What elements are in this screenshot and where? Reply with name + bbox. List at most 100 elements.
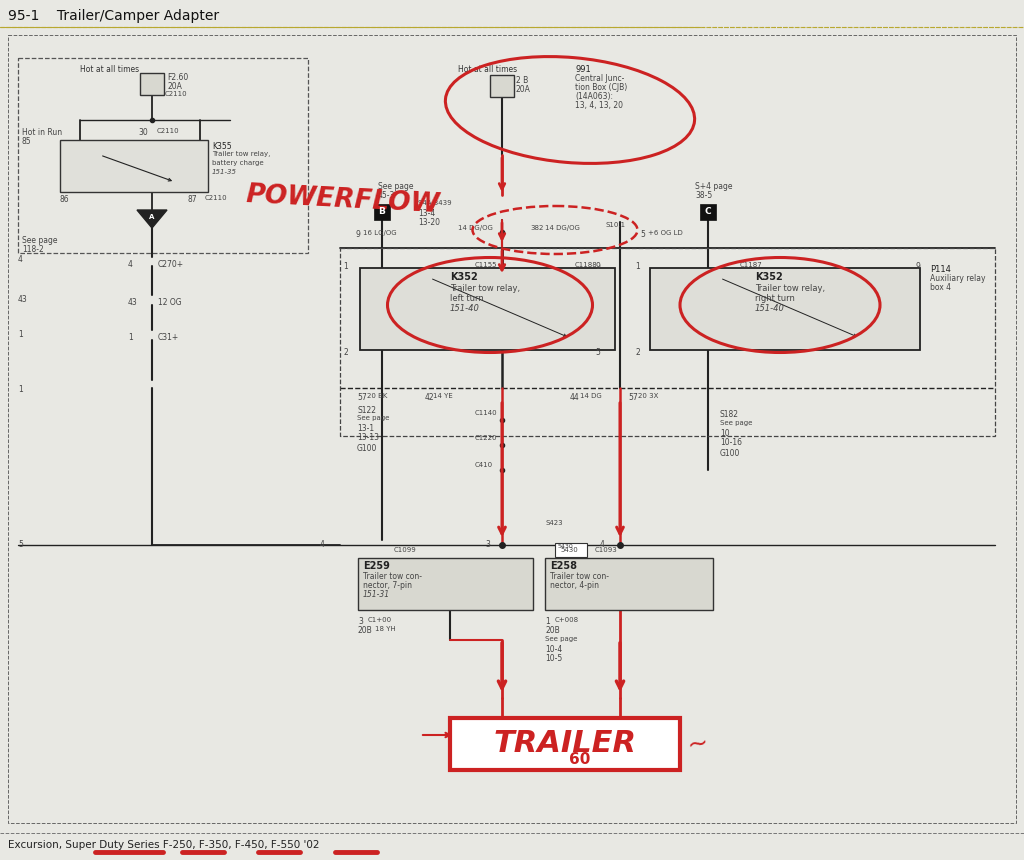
Text: 382: 382 xyxy=(530,225,544,231)
Text: 85: 85 xyxy=(22,137,32,146)
Text: S182: S182 xyxy=(720,410,739,419)
Text: C1188: C1188 xyxy=(575,262,598,268)
Text: S+4 page: S+4 page xyxy=(695,182,732,191)
Bar xyxy=(555,543,587,557)
Bar xyxy=(650,268,920,350)
Text: S10.1: S10.1 xyxy=(605,222,625,228)
Text: tion Box (CJB): tion Box (CJB) xyxy=(575,83,628,92)
Text: 20B: 20B xyxy=(358,626,373,635)
Text: battery charge: battery charge xyxy=(212,160,263,166)
Text: 10-16: 10-16 xyxy=(720,438,742,447)
Text: S122: S122 xyxy=(357,406,376,415)
Text: C2110: C2110 xyxy=(165,91,187,97)
Text: (14A063):: (14A063): xyxy=(575,92,613,101)
Text: 151-40: 151-40 xyxy=(450,304,480,313)
Text: G100: G100 xyxy=(357,444,378,453)
Text: 57: 57 xyxy=(628,393,638,402)
Text: 1: 1 xyxy=(635,262,640,271)
Text: nector, 4-pin: nector, 4-pin xyxy=(550,581,599,590)
Text: Hot in Run: Hot in Run xyxy=(22,128,62,137)
Text: 151-31: 151-31 xyxy=(362,590,390,599)
Text: 14 DG: 14 DG xyxy=(580,393,602,399)
Text: 5: 5 xyxy=(595,348,600,357)
Text: 87: 87 xyxy=(188,195,198,204)
Text: 10: 10 xyxy=(720,429,730,438)
Text: F2.60: F2.60 xyxy=(167,73,188,82)
Text: See page: See page xyxy=(545,636,578,642)
Text: 4: 4 xyxy=(128,260,133,269)
Text: C2110: C2110 xyxy=(157,128,179,134)
Text: 18 YH: 18 YH xyxy=(375,626,395,632)
Text: K352: K352 xyxy=(755,272,782,282)
Text: 2 B: 2 B xyxy=(516,76,528,85)
Bar xyxy=(545,558,713,610)
Text: 1: 1 xyxy=(18,330,23,339)
Text: 12 OG: 12 OG xyxy=(158,298,181,307)
Text: 1: 1 xyxy=(128,333,133,342)
Text: C410: C410 xyxy=(475,462,494,468)
Text: 1: 1 xyxy=(18,385,23,394)
Text: Auxiliary relay: Auxiliary relay xyxy=(930,274,985,283)
Text: 4: 4 xyxy=(319,540,325,549)
Text: 10-5: 10-5 xyxy=(545,654,562,663)
Text: 9: 9 xyxy=(355,230,359,239)
Text: 86: 86 xyxy=(60,195,70,204)
Text: C1+00: C1+00 xyxy=(368,617,392,623)
Text: 9: 9 xyxy=(915,262,920,271)
Bar xyxy=(358,558,534,610)
Text: C1187: C1187 xyxy=(740,262,763,268)
Text: 5430: 5430 xyxy=(558,544,573,549)
Text: Excursion, Super Duty Series F-250, F-350, F-450, F-550 '02: Excursion, Super Duty Series F-250, F-35… xyxy=(8,840,319,850)
Text: S423: S423 xyxy=(545,520,562,526)
Text: A: A xyxy=(150,214,155,220)
Text: 3: 3 xyxy=(485,540,489,549)
Text: E258: E258 xyxy=(550,561,577,571)
Text: 30: 30 xyxy=(138,128,147,137)
Text: 57: 57 xyxy=(357,393,367,402)
Text: Central Junc-: Central Junc- xyxy=(575,74,625,83)
Text: C: C xyxy=(705,207,712,217)
Text: 991: 991 xyxy=(575,65,591,74)
Text: 20A: 20A xyxy=(516,85,530,94)
Text: Hot at all times: Hot at all times xyxy=(458,65,517,74)
Text: 20 BK: 20 BK xyxy=(367,393,387,399)
Text: 43: 43 xyxy=(128,298,138,307)
Text: S4A 3439: S4A 3439 xyxy=(418,200,452,206)
Text: 5430: 5430 xyxy=(560,547,578,553)
Text: 9: 9 xyxy=(595,262,600,271)
Text: ~: ~ xyxy=(685,730,710,758)
Bar xyxy=(360,268,615,350)
Text: nector, 7-pin: nector, 7-pin xyxy=(362,581,412,590)
Text: 3: 3 xyxy=(358,617,362,626)
Text: 13, 4, 13, 20: 13, 4, 13, 20 xyxy=(575,101,623,110)
Text: 13-13: 13-13 xyxy=(357,433,379,442)
Text: Trailer tow relay,: Trailer tow relay, xyxy=(212,151,270,157)
Text: C1099: C1099 xyxy=(394,547,417,553)
Text: C270+: C270+ xyxy=(158,260,184,269)
Text: C1093: C1093 xyxy=(595,547,617,553)
Text: 10-4: 10-4 xyxy=(545,645,562,654)
Bar xyxy=(700,204,716,220)
Bar xyxy=(490,75,514,97)
Text: 1: 1 xyxy=(545,617,550,626)
Text: 16 LG/OG: 16 LG/OG xyxy=(362,230,396,236)
Bar xyxy=(60,140,208,192)
Text: 151-40: 151-40 xyxy=(755,304,784,313)
Bar xyxy=(450,718,680,770)
Text: 14 DG/OG: 14 DG/OG xyxy=(458,225,493,231)
Text: Trailer tow con-: Trailer tow con- xyxy=(362,572,422,581)
Text: E259: E259 xyxy=(362,561,390,571)
Text: K355: K355 xyxy=(212,142,231,151)
Bar xyxy=(18,58,308,253)
Text: 43: 43 xyxy=(18,295,28,304)
Text: See page: See page xyxy=(378,182,414,191)
Text: 5: 5 xyxy=(18,540,23,549)
Text: 13-20: 13-20 xyxy=(418,218,440,227)
Text: C2110: C2110 xyxy=(205,195,227,201)
Text: 38-5: 38-5 xyxy=(695,191,713,200)
Text: 95-1    Trailer/Camper Adapter: 95-1 Trailer/Camper Adapter xyxy=(8,9,219,23)
Text: Hot at all times: Hot at all times xyxy=(80,65,139,74)
Text: C31+: C31+ xyxy=(158,333,179,342)
Text: 45-3: 45-3 xyxy=(378,191,395,200)
Text: TRAILER: TRAILER xyxy=(494,729,637,759)
